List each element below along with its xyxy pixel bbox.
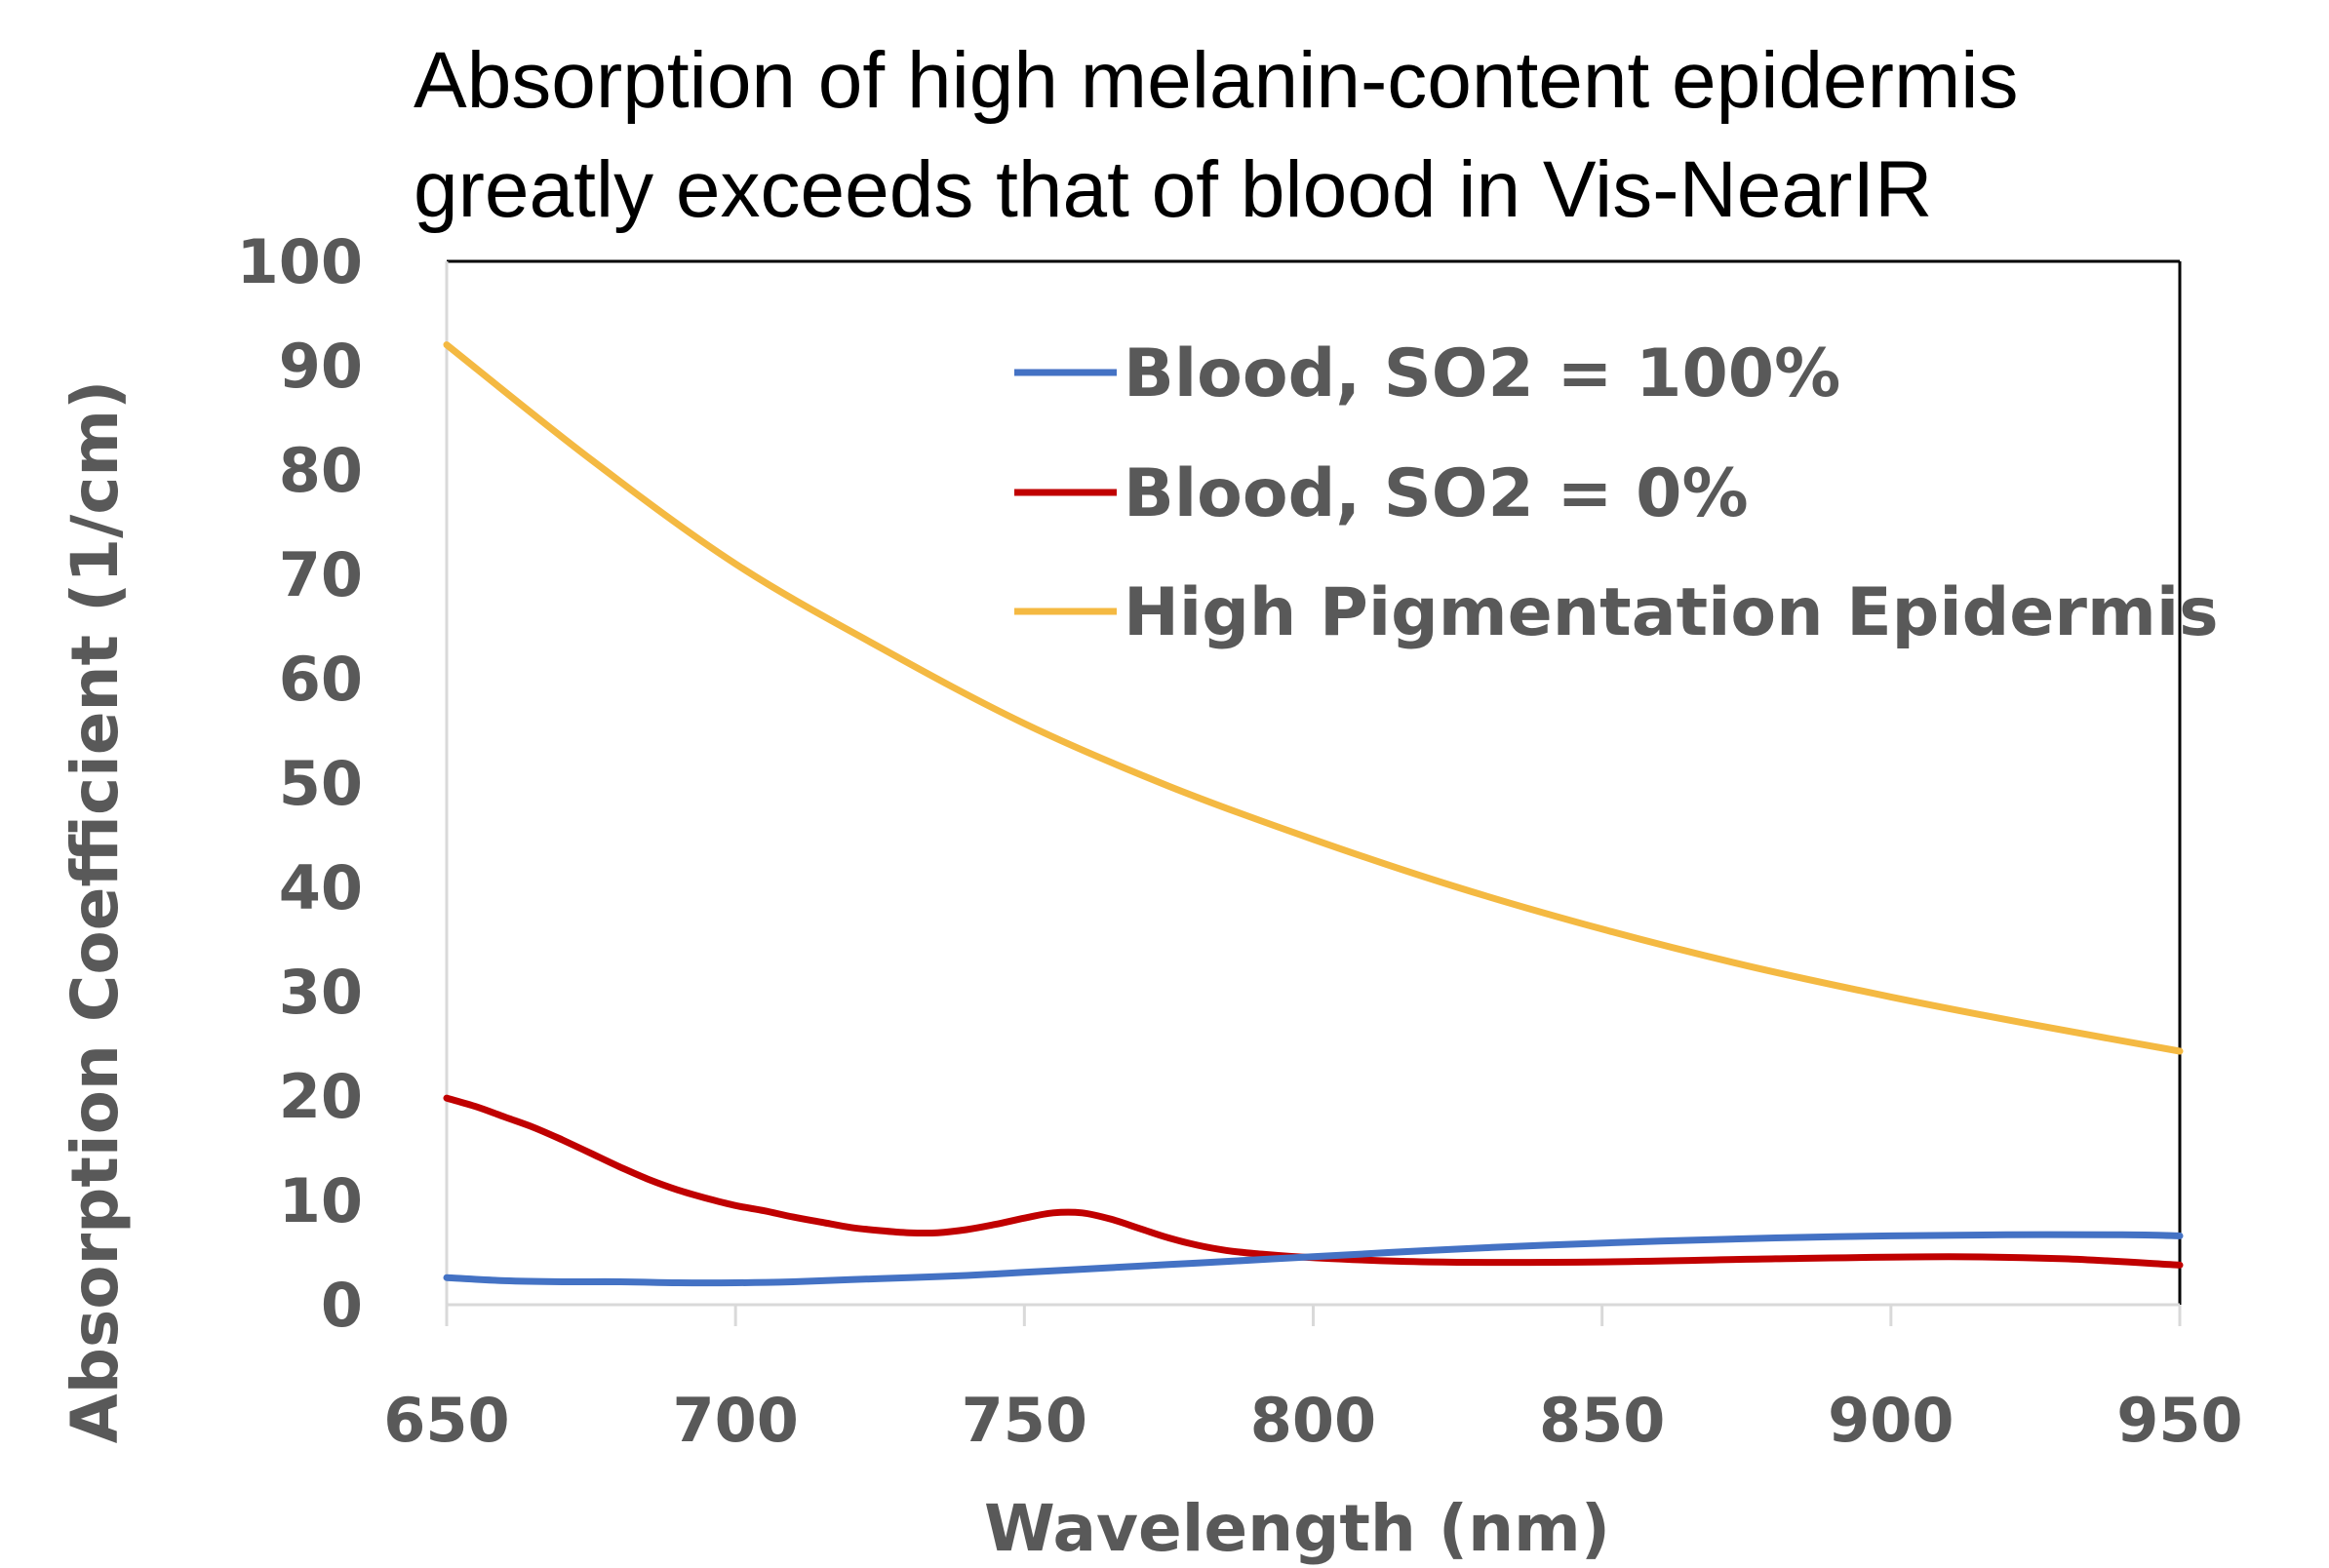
x-axis-ticks: 650 700 750 800 850 900 950 xyxy=(383,1305,2243,1456)
y-tick-label: 10 xyxy=(279,1165,363,1236)
x-tick-label: 800 xyxy=(1250,1385,1376,1456)
x-tick-label: 900 xyxy=(1828,1385,1954,1456)
x-tick-label: 850 xyxy=(1539,1385,1665,1456)
y-tick-label: 30 xyxy=(279,957,363,1028)
legend-label-2: High Pigmentation Epidermis xyxy=(1124,574,2219,651)
x-axis-label: Wavelength (nm) xyxy=(984,1491,1610,1566)
y-axis-label: Absorption Coefficient (1/cm) xyxy=(58,380,133,1444)
series-line-0 xyxy=(443,1231,2184,1287)
y-tick-label: 90 xyxy=(279,331,363,402)
legend-label-0: Blood, SO2 = 100% xyxy=(1124,335,1840,412)
series-lines xyxy=(443,341,2184,1287)
y-axis-ticks: 0 10 20 30 40 50 60 70 80 90 100 xyxy=(237,226,363,1341)
y-tick-label: 80 xyxy=(279,435,363,506)
legend-label-1: Blood, SO2 = 0% xyxy=(1124,455,1749,532)
chart-title-line-1: Absorption of high melanin-content epide… xyxy=(414,36,2019,125)
series-line-1 xyxy=(443,1094,2184,1269)
legend: Blood, SO2 = 100% Blood, SO2 = 0% High Pig… xyxy=(1014,335,2219,651)
x-tick-label: 950 xyxy=(2116,1385,2242,1456)
y-tick-label: 100 xyxy=(237,226,363,297)
x-tick-label: 650 xyxy=(383,1385,509,1456)
x-tick-label: 700 xyxy=(672,1385,798,1456)
x-tick-label: 750 xyxy=(962,1385,1087,1456)
series-line-2 xyxy=(443,341,2184,1055)
y-tick-label: 70 xyxy=(279,539,363,610)
y-tick-label: 20 xyxy=(279,1061,363,1132)
y-tick-label: 40 xyxy=(279,852,363,923)
chart-title-line-2: greatly exceeds that of blood in Vis-Nea… xyxy=(414,145,1932,234)
y-tick-label: 50 xyxy=(279,748,363,819)
plot-area xyxy=(445,259,2182,1307)
y-tick-label: 60 xyxy=(279,644,363,715)
y-tick-label: 0 xyxy=(321,1270,363,1341)
